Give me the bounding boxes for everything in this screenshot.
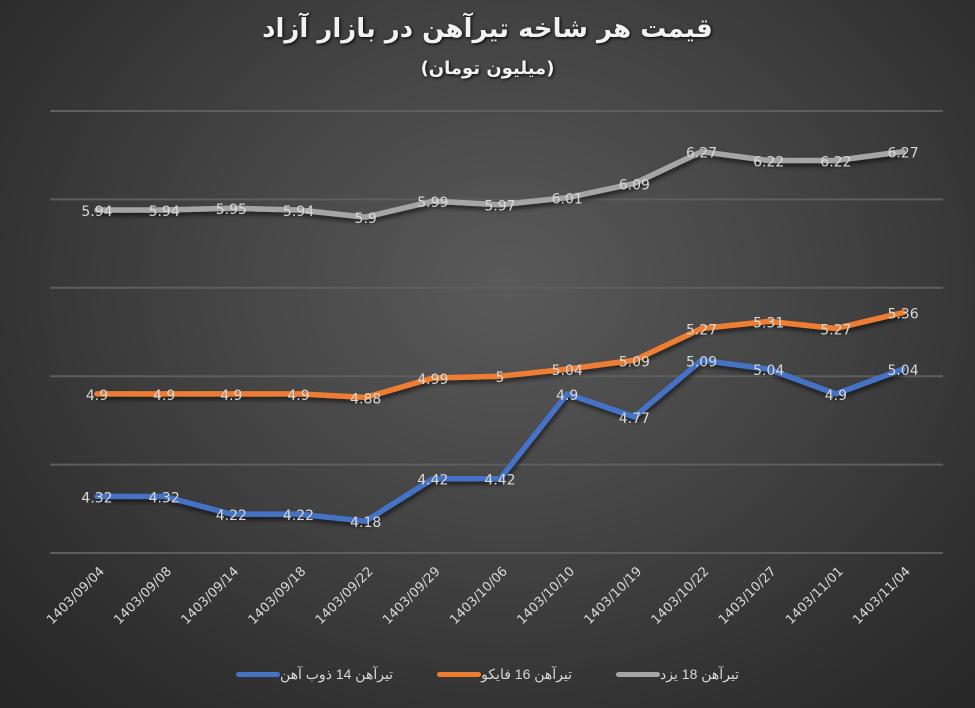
- series-line: [94, 148, 906, 220]
- data-label: 4.77: [619, 411, 650, 427]
- legend-item-orange: تیرآهن 16 فایکو: [437, 666, 572, 683]
- data-label: 6.27: [887, 146, 918, 162]
- data-label: 6.27: [686, 146, 717, 162]
- data-label: 5.09: [686, 354, 717, 370]
- data-label: 6.22: [753, 155, 784, 171]
- legend-item-gray: تیرآهن 18 یزد: [616, 666, 739, 683]
- data-label: 4.42: [417, 473, 448, 489]
- x-tick-label: 1403/10/19: [582, 564, 646, 628]
- data-label: 4.9: [287, 388, 309, 404]
- data-labels: 4.32 4.32 4.22 4.22 4.18 4.42 4.42 4.9 4.77 5.09 5…: [81, 146, 918, 532]
- data-label: 5.94: [81, 204, 112, 220]
- legend-swatch-blue-icon: [235, 672, 280, 677]
- data-label: 4.99: [417, 372, 448, 388]
- chart-subtitle: (میلیون تومان): [420, 58, 555, 79]
- x-axis-tick-labels: 1403/09/04 1403/09/08 1403/09/14 1403/09/18…: [44, 564, 914, 628]
- data-label: 5.94: [149, 204, 180, 220]
- x-tick-label: 1403/11/01: [783, 564, 847, 628]
- x-tick-label: 1403/09/14: [179, 564, 243, 628]
- x-tick-label: 1403/10/10: [514, 564, 578, 628]
- x-tick-label: 1403/09/18: [246, 564, 310, 628]
- data-label: 5.99: [417, 195, 448, 211]
- data-label: 4.32: [149, 490, 180, 506]
- data-label: 4.9: [86, 388, 108, 404]
- data-label: 4.9: [556, 388, 578, 404]
- x-tick-label: 1403/10/06: [447, 564, 511, 628]
- data-label: 5.97: [484, 199, 515, 215]
- data-label: 5.04: [753, 363, 784, 379]
- data-label: 6.01: [552, 192, 583, 208]
- data-label: 5.09: [619, 354, 650, 370]
- x-tick-label: 1403/09/04: [44, 564, 108, 628]
- data-label: 4.9: [153, 388, 175, 404]
- x-tick-label: 1403/09/08: [111, 564, 175, 628]
- legend-swatch-gray-icon: [616, 672, 661, 677]
- data-label: 5.31: [753, 315, 784, 331]
- legend-item-blue: تیرآهن 14 ذوب آهن: [235, 666, 394, 683]
- data-label: 5.9: [355, 211, 377, 227]
- legend-label: تیرآهن 14 ذوب آهن: [279, 666, 394, 682]
- data-label: 5.27: [686, 322, 717, 338]
- series-lines: [94, 148, 906, 524]
- data-label: 5.04: [552, 363, 583, 379]
- data-label: 5.94: [283, 204, 314, 220]
- series-line: [94, 309, 906, 401]
- x-tick-label: 1403/09/29: [380, 564, 444, 628]
- data-label: 5: [496, 370, 505, 386]
- data-label: 4.9: [220, 388, 242, 404]
- data-label: 4.9: [825, 388, 847, 404]
- data-label: 6.22: [820, 155, 851, 171]
- data-label: 4.32: [81, 490, 112, 506]
- data-label: 4.42: [484, 473, 515, 489]
- x-tick-label: 1403/10/22: [649, 564, 713, 628]
- data-label: 5.36: [887, 307, 918, 323]
- gridlines: [50, 110, 943, 554]
- x-tick-label: 1403/11/04: [850, 564, 914, 628]
- x-tick-label: 1403/10/27: [716, 564, 780, 628]
- data-label: 4.22: [283, 508, 314, 524]
- data-label: 4.88: [350, 391, 381, 407]
- data-label: 6.09: [619, 177, 650, 193]
- series-line: [94, 357, 906, 524]
- legend-label: تیرآهن 16 فایکو: [481, 666, 573, 682]
- data-label: 5.27: [820, 322, 851, 338]
- chart-title: قیمت هر شاخه تیرآهن در بازار آزاد: [262, 14, 713, 44]
- x-tick-label: 1403/09/22: [313, 564, 377, 628]
- legend-swatch-orange-icon: [437, 672, 482, 677]
- data-label: 4.18: [350, 515, 381, 531]
- data-label: 5.04: [887, 363, 918, 379]
- legend: تیرآهن 14 ذوب آهن تیرآهن 16 فایکو تیرآهن…: [0, 666, 975, 683]
- data-label: 4.22: [216, 508, 247, 524]
- legend-label: تیرآهن 18 یزد: [660, 666, 740, 682]
- data-label: 5.95: [216, 202, 247, 218]
